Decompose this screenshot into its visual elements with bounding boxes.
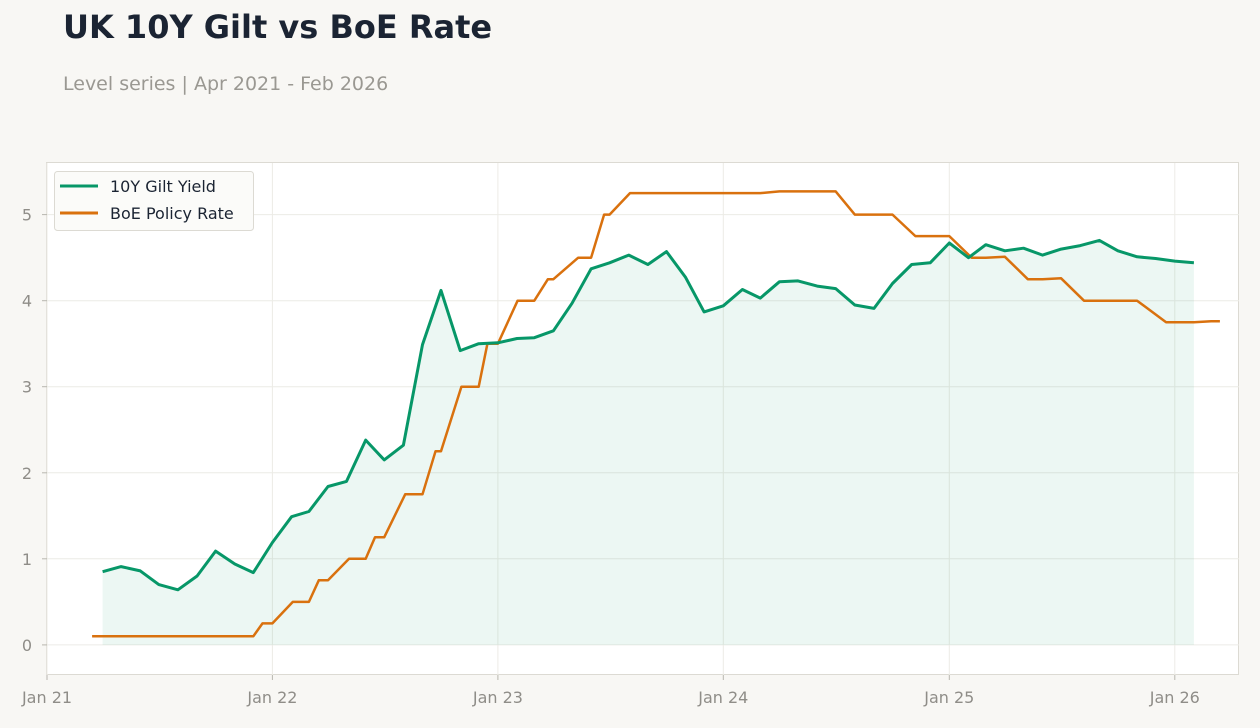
y-tick-label: 5 bbox=[22, 206, 32, 225]
x-tick-label: Jan 25 bbox=[923, 688, 974, 707]
legend-box bbox=[54, 171, 254, 231]
page-title: UK 10Y Gilt vs BoE Rate bbox=[63, 8, 493, 46]
x-tick-label: Jan 26 bbox=[1149, 688, 1200, 707]
x-tick-label: Jan 23 bbox=[472, 688, 523, 707]
y-tick-label: 0 bbox=[22, 636, 32, 655]
y-tick-label: 1 bbox=[22, 550, 32, 569]
x-tick-label: Jan 21 bbox=[21, 688, 72, 707]
y-axis-ticks: 0 1 2 3 4 5 bbox=[22, 206, 47, 655]
gilt-yield-line bbox=[102, 238, 1195, 592]
page-subtitle: Level series | Apr 2021 - Feb 2026 bbox=[63, 73, 389, 95]
legend-label-gilt: 10Y Gilt Yield bbox=[110, 177, 216, 196]
x-tick-label: Jan 22 bbox=[246, 688, 297, 707]
gilt-yield-area bbox=[102, 240, 1194, 645]
boe-policy-rate-line bbox=[92, 190, 1220, 638]
y-tick-label: 3 bbox=[22, 378, 32, 397]
x-tick-label: Jan 24 bbox=[697, 688, 748, 707]
x-axis-ticks: Jan 21 Jan 22 Jan 23 Jan 24 Jan 25 Jan 26 bbox=[21, 675, 1200, 707]
legend-label-boe: BoE Policy Rate bbox=[110, 204, 234, 223]
y-tick-label: 4 bbox=[22, 292, 32, 311]
legend: 10Y Gilt Yield BoE Policy Rate bbox=[54, 171, 254, 231]
gridlines bbox=[46, 163, 1239, 675]
plot-area bbox=[46, 162, 1239, 675]
y-tick-label: 2 bbox=[22, 464, 32, 483]
